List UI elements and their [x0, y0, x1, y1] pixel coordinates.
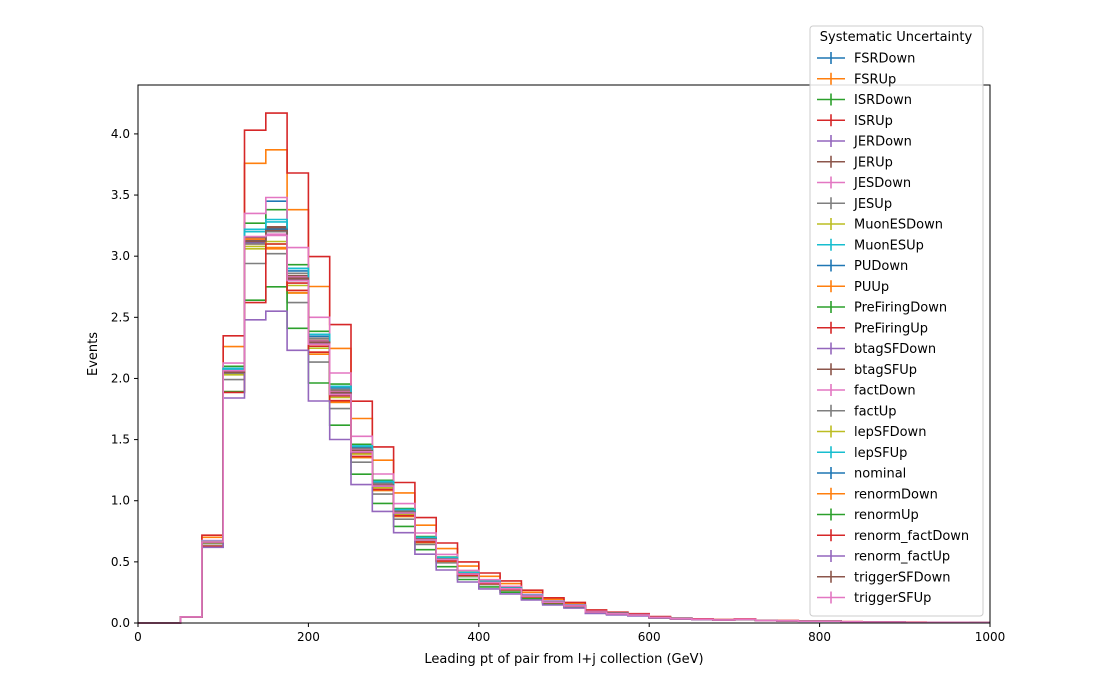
legend-label: PUUp [854, 280, 889, 295]
legend-label: MuonESDown [854, 218, 943, 233]
legend-label: PreFiringUp [854, 321, 928, 336]
legend-entry-btagSFDown: btagSFDown [817, 342, 936, 357]
y-tick-label: 1.5 [111, 433, 130, 447]
legend-entry-triggerSFUp: triggerSFUp [817, 591, 931, 606]
legend-entry-FSRDown: FSRDown [817, 52, 915, 67]
legend-label: renormUp [854, 508, 919, 523]
legend-entry-lepSFUp: lepSFUp [817, 446, 907, 461]
legend-entry-renormDown: renormDown [817, 487, 938, 502]
y-tick-label: 0.0 [111, 616, 130, 630]
legend: Systematic Uncertainty FSRDown FSRUp ISRDo… [809, 25, 984, 617]
legend-entry-MuonESUp: MuonESUp [817, 238, 924, 253]
legend-entry-JERDown: JERDown [817, 135, 912, 150]
legend-label: JERDown [853, 135, 912, 150]
legend-entry-lepSFDown: lepSFDown [817, 425, 926, 440]
legend-label: FSRUp [854, 72, 896, 87]
legend-entry-JESUp: JESUp [817, 197, 892, 212]
y-axis-ticks: 0.0 0.5 1.0 1.5 2.0 2.5 3.0 3.5 4.0 [111, 127, 138, 630]
legend-label: btagSFDown [854, 342, 936, 357]
legend-label: FSRDown [854, 52, 915, 67]
legend-label: lepSFUp [854, 446, 907, 461]
y-tick-label: 2.5 [111, 310, 130, 324]
x-tick-label: 600 [638, 630, 661, 644]
legend-label: renormDown [854, 487, 938, 502]
legend-entry-factDown: factDown [817, 384, 916, 399]
y-tick-label: 3.5 [111, 188, 130, 202]
legend-entry-MuonESDown: MuonESDown [817, 218, 943, 233]
legend-entry-renorm_factDown: renorm_factDown [817, 529, 969, 544]
legend-entry-PreFiringDown: PreFiringDown [817, 301, 947, 316]
legend-label: PUDown [854, 259, 908, 274]
legend-entry-JERUp: JERUp [817, 155, 893, 170]
x-tick-label: 200 [297, 630, 320, 644]
legend-entry-PUUp: PUUp [817, 280, 889, 295]
x-axis-ticks: 0 200 400 600 800 1000 [134, 623, 1005, 644]
legend-label: renorm_factDown [854, 529, 969, 544]
legend-label: factDown [854, 384, 916, 399]
legend-label: JERUp [853, 155, 893, 170]
legend-label: btagSFUp [854, 363, 917, 378]
legend-entry-renorm_factUp: renorm_factUp [817, 550, 950, 565]
legend-label: renorm_factUp [854, 550, 950, 565]
legend-label: lepSFDown [854, 425, 926, 440]
legend-entry-factUp: factUp [817, 404, 897, 419]
legend-label: JESUp [853, 197, 892, 212]
legend-entry-ISRUp: ISRUp [817, 114, 893, 129]
series-line-triggerSFUp [138, 234, 990, 624]
legend-entry-nominal: nominal [817, 467, 906, 482]
legend-label: triggerSFUp [854, 591, 931, 606]
legend-entry-PreFiringUp: PreFiringUp [817, 321, 928, 336]
legend-entry-triggerSFDown: triggerSFDown [817, 570, 950, 585]
x-tick-label: 0 [134, 630, 142, 644]
x-tick-label: 1000 [975, 630, 1006, 644]
legend-entry-JESDown: JESDown [817, 176, 911, 191]
y-tick-label: 4.0 [111, 127, 130, 141]
legend-title: Systematic Uncertainty [820, 30, 973, 45]
x-axis-label: Leading pt of pair from l+j collection (… [424, 652, 703, 667]
y-axis-label: Events [86, 332, 101, 376]
y-tick-label: 2.0 [111, 371, 130, 385]
legend-entry-ISRDown: ISRDown [817, 93, 912, 108]
legend-label: PreFiringDown [854, 301, 947, 316]
legend-label: triggerSFDown [854, 570, 950, 585]
legend-label: ISRUp [854, 114, 893, 129]
series-lines [138, 112, 990, 624]
legend-label: JESDown [853, 176, 911, 191]
legend-entry-PUDown: PUDown [817, 259, 908, 274]
legend-label: nominal [854, 467, 906, 482]
y-tick-label: 1.0 [111, 494, 130, 508]
legend-entry-btagSFUp: btagSFUp [817, 363, 917, 378]
legend-box [809, 25, 984, 617]
plot-frame [137, 84, 991, 624]
legend-label: factUp [854, 404, 897, 419]
legend-entry-renormUp: renormUp [817, 508, 919, 523]
x-tick-label: 800 [808, 630, 831, 644]
legend-label: ISRDown [854, 93, 912, 108]
x-tick-label: 400 [467, 630, 490, 644]
legend-label: MuonESUp [854, 238, 924, 253]
y-tick-label: 0.5 [111, 555, 130, 569]
y-tick-label: 3.0 [111, 249, 130, 263]
legend-entry-FSRUp: FSRUp [817, 72, 896, 87]
